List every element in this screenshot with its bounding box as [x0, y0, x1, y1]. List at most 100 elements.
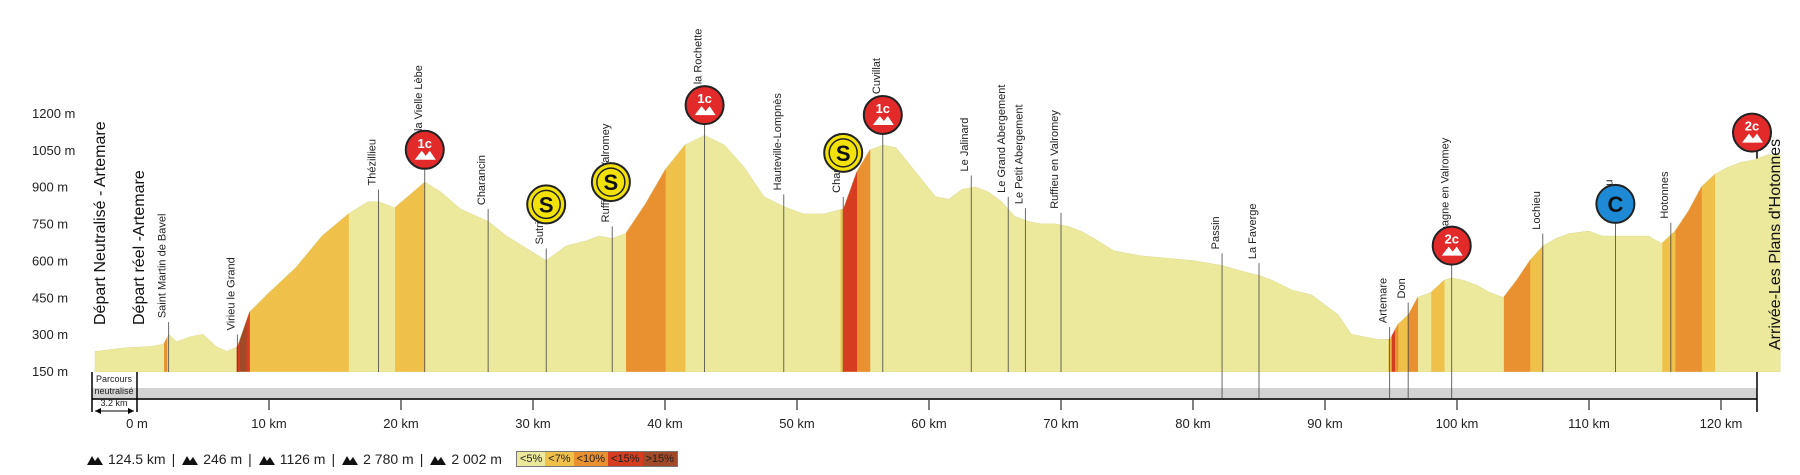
- gradient-band: [1609, 135, 1614, 372]
- gradient-band: [824, 135, 828, 372]
- gradient-band: [147, 135, 152, 372]
- gradient-band: [1639, 135, 1643, 372]
- gradient-legend-item: <5%: [516, 452, 546, 466]
- gradient-band: [1315, 135, 1320, 372]
- gradient-band: [1094, 135, 1099, 372]
- gradient-band: [1421, 135, 1426, 372]
- gradient-band: [1028, 135, 1033, 372]
- x-tick-label: 80 km: [1175, 416, 1210, 431]
- gradient-band: [1058, 135, 1063, 372]
- gradient-band: [1328, 135, 1333, 372]
- stat-separator: |: [419, 451, 424, 467]
- gradient-band: [1427, 135, 1432, 372]
- gradient-band: [309, 135, 313, 372]
- y-tick-label: 900 m: [32, 180, 68, 195]
- neutral-note-line: neutralisé: [94, 386, 133, 396]
- gradient-band: [965, 135, 970, 372]
- gradient-band: [857, 135, 861, 372]
- climb-marker-icon: 2c: [1732, 112, 1772, 153]
- gradient-band: [761, 135, 766, 372]
- stat-value: 2 002 m: [451, 451, 502, 467]
- gradient-band: [1543, 135, 1548, 372]
- gradient-band: [692, 135, 696, 372]
- stats-legend: 124.5 km | 246 m | 1126 m | 2 780 m | 2 002 m <5%…: [86, 450, 678, 468]
- gradient-band: [1751, 135, 1756, 372]
- x-tick-label: 30 km: [515, 416, 550, 431]
- gradient-band: [480, 135, 485, 372]
- gradient-band: [899, 135, 904, 372]
- arrow-right-icon: [128, 408, 134, 414]
- marker-circle: [1595, 183, 1636, 224]
- gradient-band: [975, 135, 980, 372]
- gradient-band: [1550, 135, 1554, 372]
- mountain-icon: [872, 115, 894, 125]
- gradient-band: [1645, 135, 1650, 372]
- gradient-band: [170, 135, 175, 372]
- gradient-band: [1157, 135, 1162, 372]
- place-label: Artemare: [1378, 278, 1390, 323]
- sprint-marker-icon: S: [823, 132, 864, 173]
- gradient-band: [873, 135, 878, 372]
- gradient-band: [414, 135, 419, 372]
- gradient-band: [1289, 135, 1294, 372]
- start-finish-labels: Départ Neutralisé - Artemare Départ réel …: [92, 121, 1784, 350]
- gradient-band: [1500, 135, 1505, 372]
- gradient-band: [527, 135, 531, 372]
- gradient-band: [596, 135, 601, 372]
- gradient-band: [553, 135, 558, 372]
- gradient-band: [576, 135, 581, 372]
- gradient-band: [1101, 135, 1105, 372]
- gradient-band: [556, 135, 561, 372]
- gradient-band: [1388, 135, 1393, 372]
- gradient-band: [246, 135, 251, 372]
- gradient-band: [1180, 135, 1185, 372]
- gradient-band: [929, 135, 934, 372]
- gradient-band: [286, 135, 290, 372]
- gradient-band: [517, 135, 521, 372]
- gradient-band: [569, 135, 574, 372]
- mountain-icon: [414, 150, 436, 160]
- gradient-band: [1338, 135, 1343, 372]
- gradient-band: [913, 135, 917, 372]
- gradient-band: [428, 135, 432, 372]
- stat-value: 246 m: [203, 451, 243, 467]
- gradient-band: [1173, 135, 1178, 372]
- gradient-band: [1015, 135, 1020, 372]
- marker-label: 2c: [1745, 119, 1759, 134]
- gradient-band: [1111, 135, 1115, 372]
- gradient-band: [1606, 135, 1610, 372]
- gradient-band: [1371, 135, 1376, 372]
- gradient-band: [200, 135, 205, 372]
- gradient-band: [1616, 135, 1620, 372]
- gradient-band: [1748, 135, 1752, 372]
- strip-grey: [92, 388, 1757, 398]
- marker-label: 2c: [1444, 232, 1458, 247]
- marker-label: S: [604, 170, 619, 195]
- gradient-band: [507, 135, 511, 372]
- gradient-band: [1127, 135, 1132, 372]
- gradient-band: [1530, 135, 1534, 372]
- gradient-band: [923, 135, 927, 372]
- gradient-band: [1517, 135, 1521, 372]
- gradient-band: [804, 135, 808, 372]
- gradient-band: [1724, 135, 1729, 372]
- gradient-band: [1276, 135, 1280, 372]
- x-tick-label: 70 km: [1043, 416, 1078, 431]
- gradient-band: [1708, 135, 1713, 372]
- gradient-band: [645, 135, 650, 372]
- gradient-band: [1715, 135, 1719, 372]
- gradient-band: [1398, 135, 1402, 372]
- gradient-band: [1503, 135, 1508, 372]
- gradient-band: [886, 135, 891, 372]
- gradient-band: [1124, 135, 1129, 372]
- gradient-band: [1619, 135, 1624, 372]
- mountain-icon: [694, 106, 716, 116]
- gradient-band: [655, 135, 660, 372]
- gradient-band: [685, 135, 690, 372]
- gradient-band: [487, 135, 492, 372]
- gradient-band: [820, 135, 825, 372]
- gradient-band: [1005, 135, 1010, 372]
- gradient-band: [451, 135, 455, 372]
- gradient-band: [883, 135, 888, 372]
- gradient-band: [1672, 135, 1676, 372]
